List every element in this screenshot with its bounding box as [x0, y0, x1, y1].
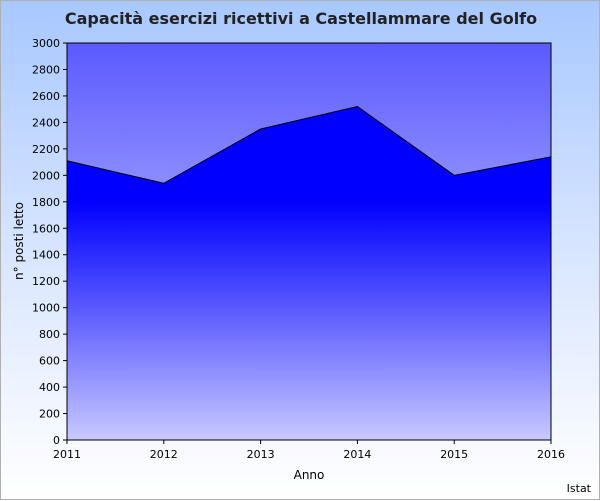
- y-tick-label: 1400: [32, 249, 60, 262]
- y-tick-label: 200: [39, 408, 60, 421]
- x-tick-label: 2011: [53, 448, 81, 461]
- y-axis-title: n° posti letto: [12, 202, 26, 280]
- x-tick-label: 2015: [440, 448, 468, 461]
- y-tick-label: 2200: [32, 143, 60, 156]
- y-tick-label: 2000: [32, 169, 60, 182]
- source-note: Istat: [566, 482, 591, 495]
- x-tick-label: 2012: [150, 448, 178, 461]
- y-tick-label: 1800: [32, 196, 60, 209]
- y-tick-label: 2800: [32, 63, 60, 76]
- y-tick-label: 1200: [32, 275, 60, 288]
- y-tick-label: 800: [39, 328, 60, 341]
- y-tick-label: 0: [53, 434, 60, 447]
- y-tick-label: 1000: [32, 302, 60, 315]
- y-tick-label: 2600: [32, 90, 60, 103]
- y-tick-label: 600: [39, 355, 60, 368]
- chart-title: Capacità esercizi ricettivi a Castellamm…: [64, 9, 538, 28]
- y-axis: 0 200 400 600 800 1000 1200 1400 1600 1800 2000 220…: [32, 37, 67, 447]
- x-axis: 2011 2012 2013 2014 2015 2016: [53, 440, 565, 461]
- x-tick-label: 2016: [537, 448, 565, 461]
- x-tick-label: 2013: [247, 448, 275, 461]
- y-tick-label: 1600: [32, 222, 60, 235]
- y-tick-label: 2400: [32, 116, 60, 129]
- x-tick-label: 2014: [343, 448, 371, 461]
- y-tick-label: 3000: [32, 37, 60, 50]
- x-axis-title: Anno: [294, 468, 325, 482]
- area-series: [66, 105, 552, 441]
- y-tick-label: 400: [39, 381, 60, 394]
